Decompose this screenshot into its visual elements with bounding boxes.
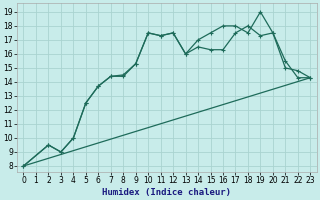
X-axis label: Humidex (Indice chaleur): Humidex (Indice chaleur) xyxy=(102,188,231,197)
